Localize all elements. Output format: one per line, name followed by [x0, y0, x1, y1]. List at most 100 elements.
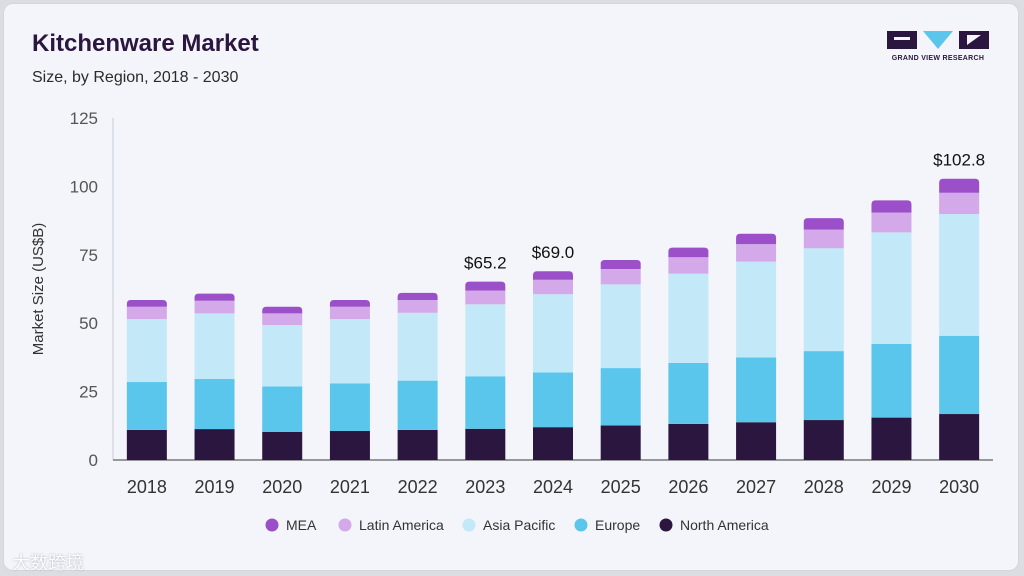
- x-tick-label: 2027: [736, 477, 776, 497]
- bar-segment: [397, 299, 438, 313]
- brand-logo: GRAND VIEW RESEARCH: [887, 31, 989, 65]
- bar-segment: [871, 212, 912, 233]
- bar-segment: [194, 379, 235, 430]
- bar-segment: [533, 294, 573, 373]
- bar-segment: [262, 313, 303, 326]
- bar-segment: [600, 368, 641, 426]
- legend-label: Latin America: [359, 517, 444, 533]
- bar-segment: [126, 306, 167, 320]
- bar-segment: [397, 429, 438, 460]
- bar-segment: [600, 425, 641, 460]
- bar-segment: [736, 422, 777, 460]
- bar-segment: [397, 292, 438, 300]
- bar-segment: [126, 299, 167, 307]
- legend-label: Asia Pacific: [483, 517, 555, 533]
- bar-segment: [736, 233, 777, 245]
- bar-segment: [668, 362, 709, 424]
- legend-swatch: [462, 518, 476, 532]
- x-tick-label: 2020: [262, 477, 302, 497]
- bar-segment: [871, 232, 912, 344]
- chart-card: Kitchenware Market Size, by Region, 2018…: [3, 3, 1019, 573]
- y-tick-label: 75: [79, 246, 98, 265]
- bar-segment: [329, 306, 370, 320]
- x-tick-label: 2023: [465, 477, 505, 497]
- bar-segment: [465, 281, 506, 291]
- bar-segment: [871, 417, 912, 460]
- x-tick-label: 2029: [871, 477, 911, 497]
- x-tick-label: 2019: [195, 477, 235, 497]
- bar-segment: [668, 257, 709, 274]
- bar-segment: [533, 271, 573, 280]
- legend-swatch: [338, 518, 352, 532]
- bar-segment: [397, 312, 438, 381]
- bar-segment: [668, 423, 709, 460]
- bar-segment: [465, 290, 506, 305]
- bar-segment: [465, 376, 506, 429]
- x-tick-label: 2018: [127, 477, 167, 497]
- bar-segment: [194, 293, 235, 301]
- bar-segment: [600, 269, 641, 285]
- legend-swatch: [265, 518, 279, 532]
- bar-segment: [329, 430, 370, 460]
- x-tick-label: 2024: [533, 477, 573, 497]
- bar-segment: [939, 192, 980, 215]
- x-tick-label: 2026: [668, 477, 708, 497]
- x-tick-label: 2022: [398, 477, 438, 497]
- legend-swatch: [574, 518, 588, 532]
- bar-segment: [871, 343, 912, 418]
- bar-segment: [194, 300, 235, 314]
- bar-segment: [262, 386, 303, 432]
- bar-segment: [465, 304, 506, 377]
- bar-segment: [533, 427, 573, 460]
- bar-segment: [329, 383, 370, 431]
- bar-segment: [465, 428, 506, 460]
- bar-segment: [126, 382, 167, 430]
- bar-segment: [668, 273, 709, 363]
- legend-label: North America: [680, 517, 769, 533]
- x-tick-label: 2021: [330, 477, 370, 497]
- bar-segment: [736, 261, 777, 358]
- legend-label: MEA: [286, 517, 317, 533]
- bar-segment: [194, 313, 235, 380]
- y-tick-label: 0: [89, 451, 98, 470]
- bar-segment: [803, 229, 844, 249]
- watermark: 大数跨境: [12, 553, 84, 573]
- bar-segment: [262, 325, 303, 387]
- legend-label: Europe: [595, 517, 640, 533]
- legend-swatch: [659, 518, 673, 532]
- bar-segment: [329, 299, 370, 307]
- y-tick-label: 25: [79, 383, 98, 402]
- bar-segment: [871, 200, 912, 213]
- bar-segment: [939, 335, 980, 415]
- data-label: $69.0: [532, 243, 575, 262]
- y-tick-label: 100: [70, 177, 98, 196]
- bar-segment: [939, 178, 980, 193]
- logo-mark-icon: [887, 31, 989, 49]
- bar-segment: [939, 214, 980, 336]
- bar-segment: [126, 319, 167, 383]
- bar-segment: [262, 306, 303, 314]
- y-axis-label: Market Size (US$B): [30, 223, 47, 356]
- bar-segment: [803, 420, 844, 460]
- bar-segment: [329, 319, 370, 384]
- x-tick-label: 2025: [601, 477, 641, 497]
- bar-segment: [533, 372, 573, 428]
- bar-segment: [600, 259, 641, 270]
- bar-segment: [126, 429, 167, 460]
- y-tick-label: 125: [70, 109, 98, 128]
- bar-segment: [939, 414, 980, 460]
- x-tick-label: 2028: [804, 477, 844, 497]
- chart-subtitle: Size, by Region, 2018 - 2030: [32, 69, 239, 86]
- bar-segment: [194, 429, 235, 460]
- bar-segment: [600, 284, 641, 369]
- data-label: $65.2: [464, 254, 507, 273]
- chart-title: Kitchenware Market: [32, 30, 259, 57]
- data-label: $102.8: [933, 151, 985, 170]
- y-tick-label: 50: [79, 314, 98, 333]
- bar-segment: [397, 380, 438, 430]
- logo-text: GRAND VIEW RESEARCH: [891, 55, 985, 62]
- bar-segment: [803, 351, 844, 421]
- x-tick-label: 2030: [939, 477, 979, 497]
- bar-segment: [803, 248, 844, 352]
